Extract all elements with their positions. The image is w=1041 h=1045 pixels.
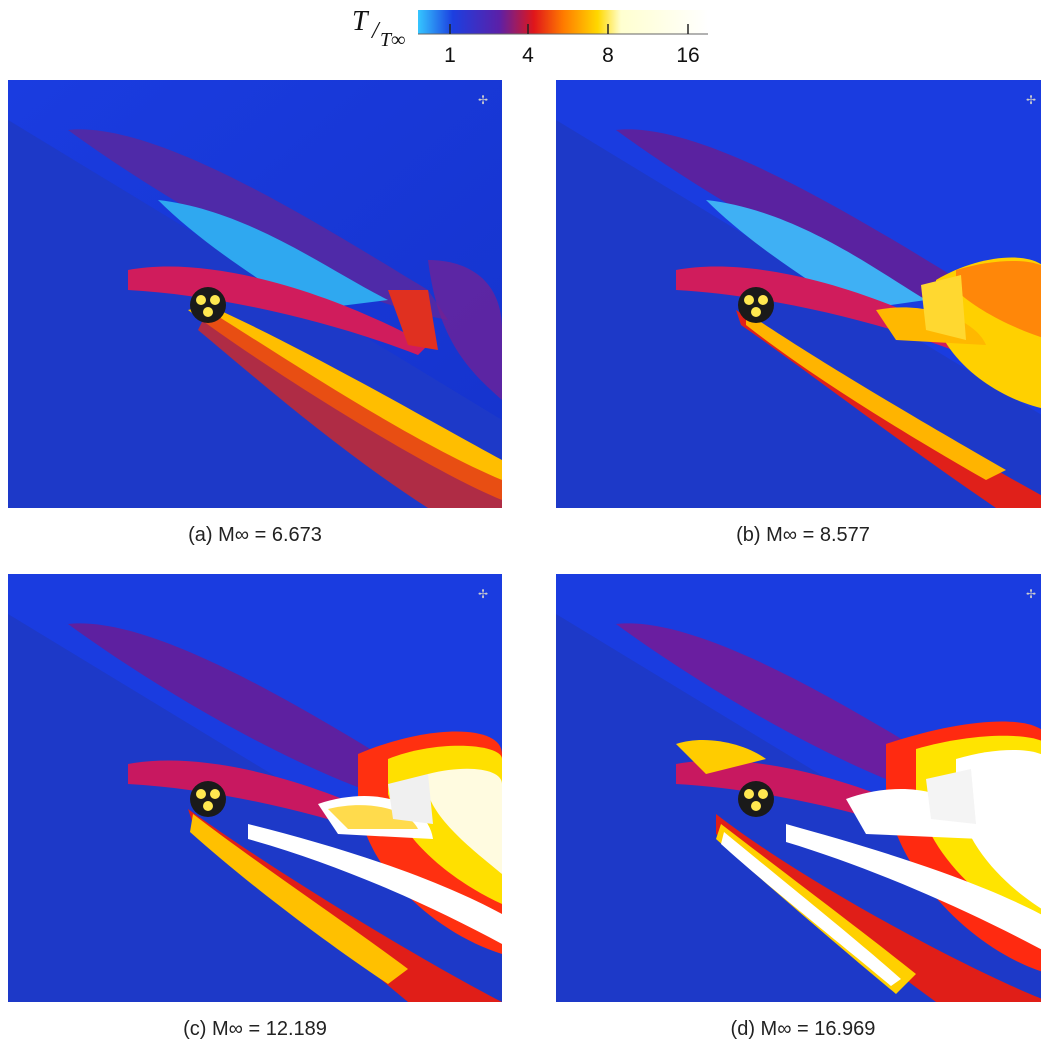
colorbar-title-numerator: T xyxy=(352,6,370,37)
panel-caption-d: (d) M∞ = 16.969 xyxy=(730,1018,876,1040)
colorbar: T / T∞ 1 4 8 16 xyxy=(352,6,708,67)
simulation-panel-d: ✢ xyxy=(556,574,1041,1002)
colorbar-tick-label: 8 xyxy=(602,44,614,67)
panel-caption-a: (a) M∞ = 6.673 xyxy=(188,524,322,546)
colorbar-tick-label: 1 xyxy=(444,44,456,67)
simulation-panel-c: ✢ xyxy=(8,574,502,1002)
colorbar-title-slash: / xyxy=(370,18,381,44)
colorbar-tick-label: 4 xyxy=(522,44,534,67)
svg-text:✢: ✢ xyxy=(478,93,488,107)
svg-text:✢: ✢ xyxy=(1026,587,1036,601)
panel-caption-b: (b) M∞ = 8.577 xyxy=(736,524,870,546)
colorbar-gradient xyxy=(418,10,708,34)
colorbar-title-denominator: T∞ xyxy=(380,29,405,51)
simulation-panel-a: ✢ xyxy=(8,80,502,508)
svg-text:✢: ✢ xyxy=(478,587,488,601)
panel-caption-c: (c) M∞ = 12.189 xyxy=(183,1018,327,1040)
colorbar-tick-label: 16 xyxy=(676,44,699,67)
simulation-panel-b: ✢ xyxy=(556,80,1041,508)
svg-text:✢: ✢ xyxy=(1026,93,1036,107)
